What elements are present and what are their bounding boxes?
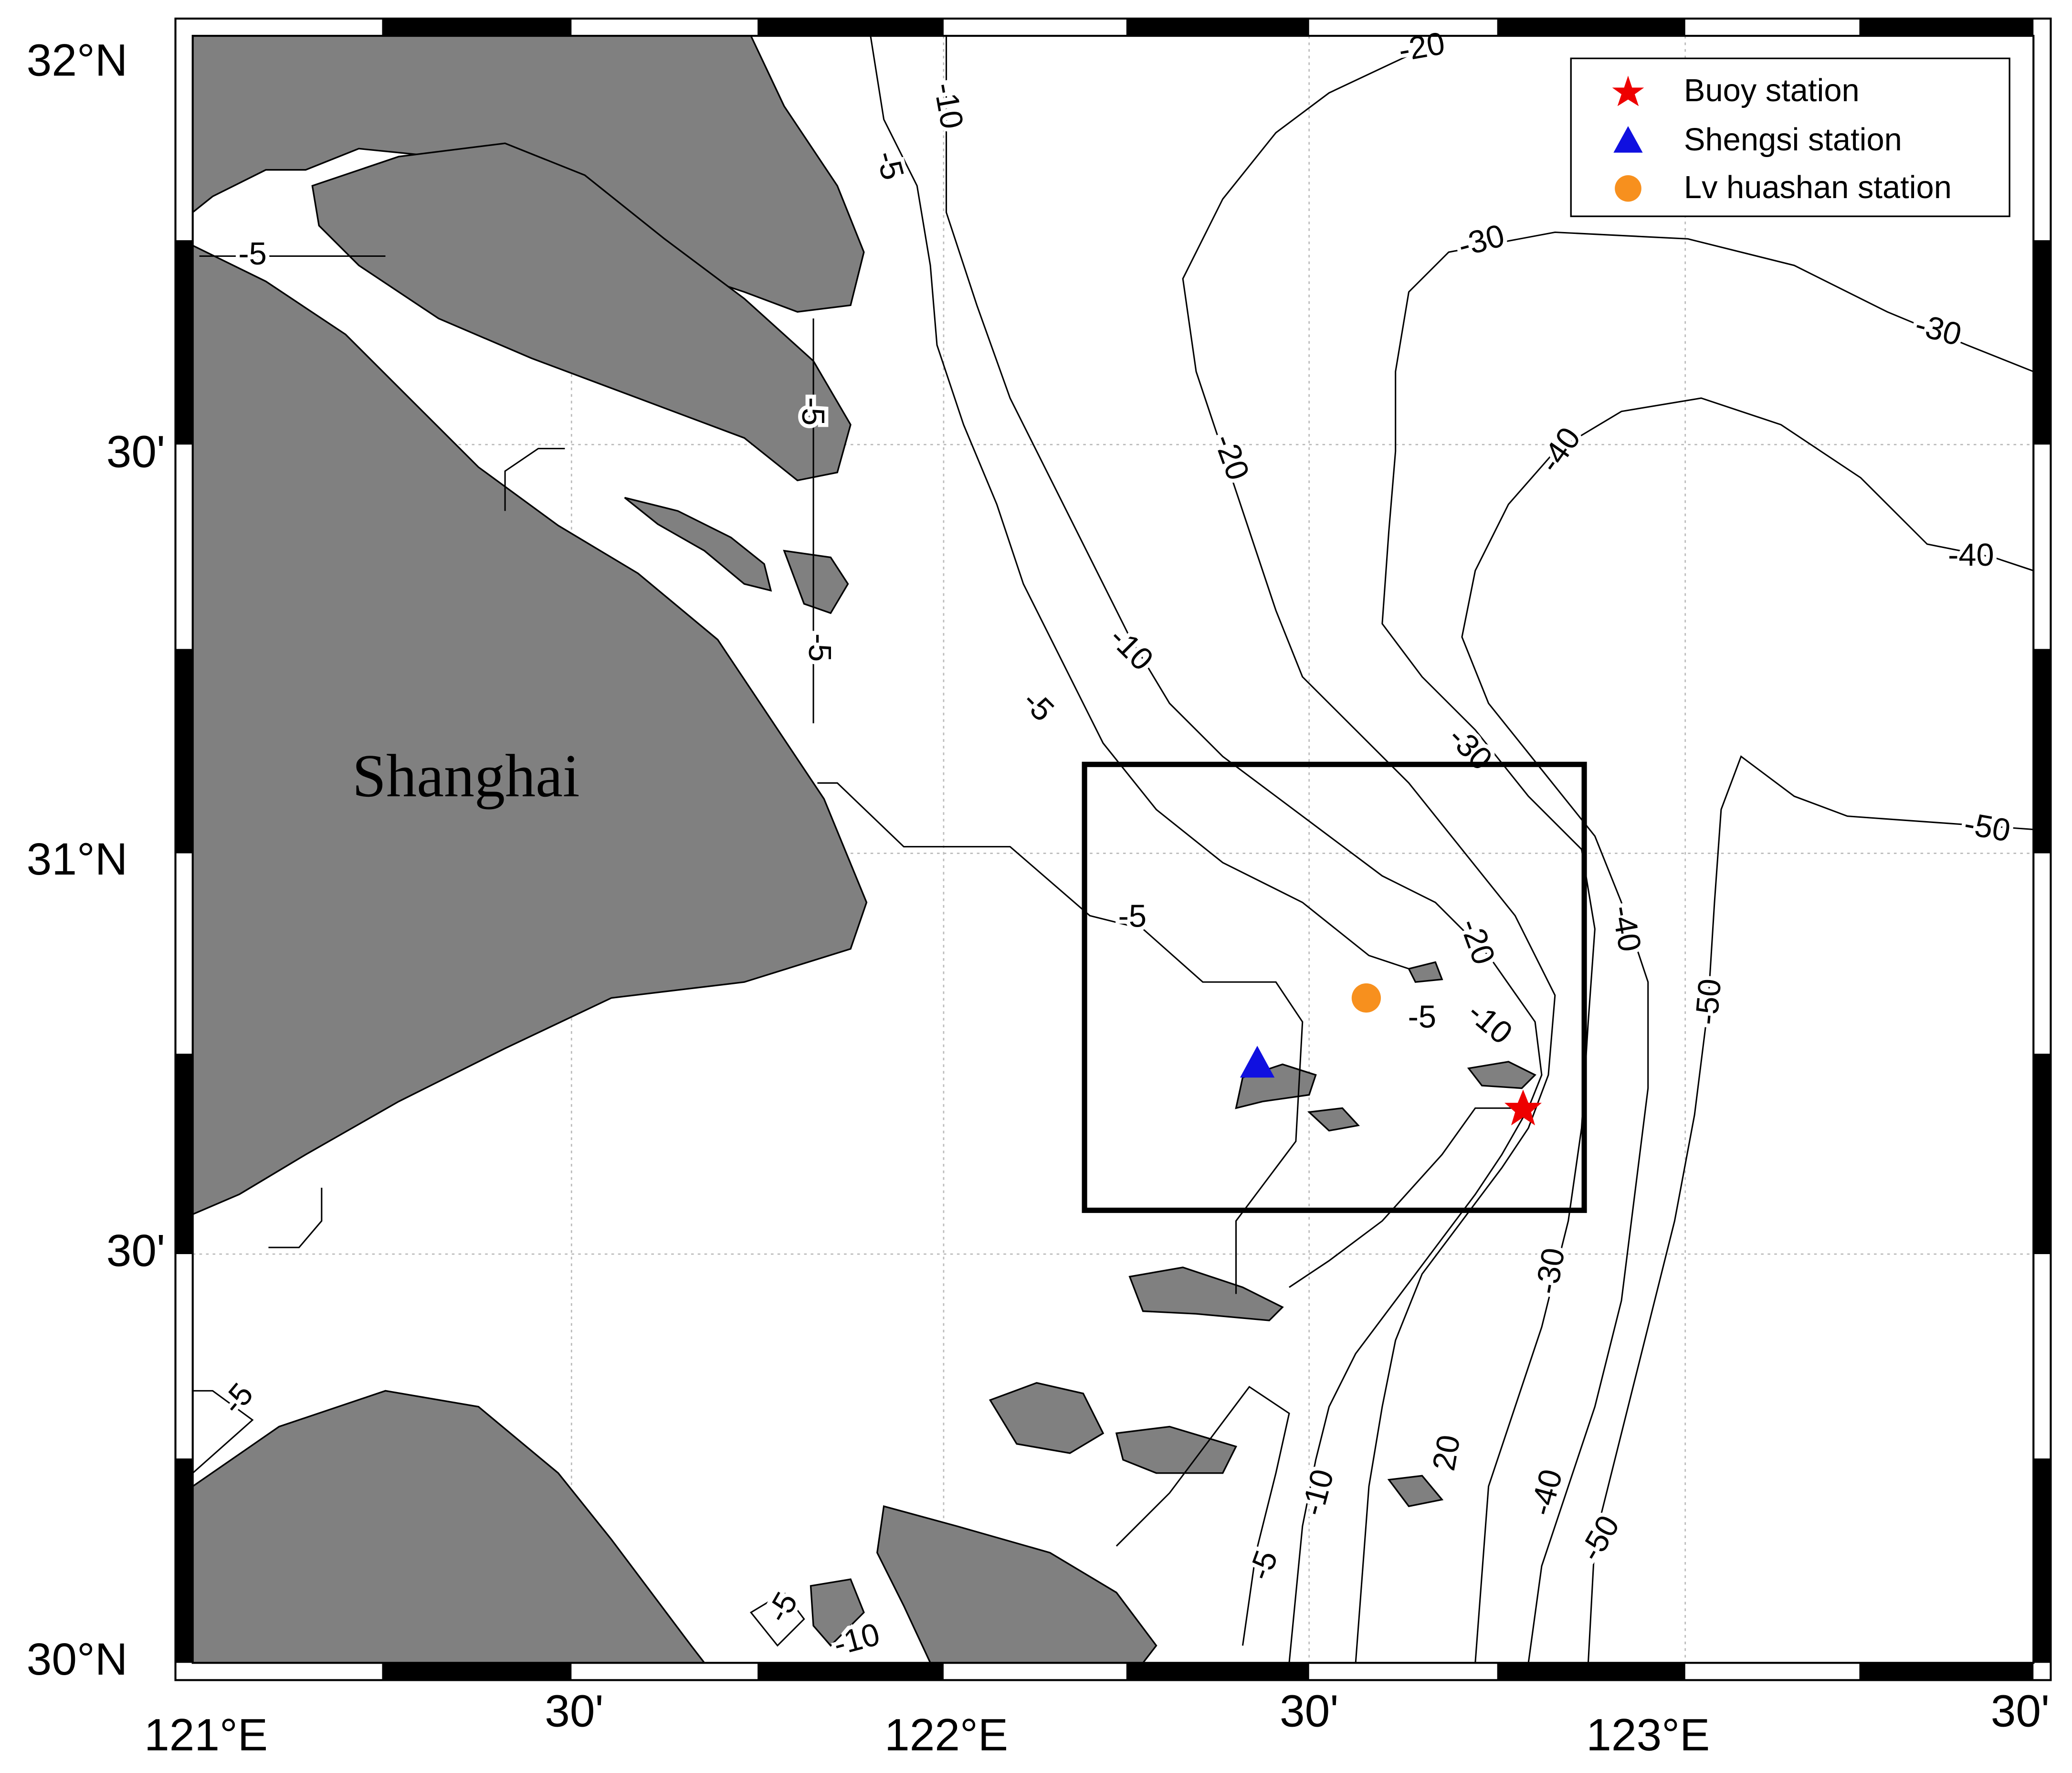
island <box>1115 1425 1237 1474</box>
frame-segment <box>382 1663 572 1680</box>
study-area-box <box>1082 761 1587 1213</box>
island <box>783 549 849 614</box>
contours <box>192 35 2034 1663</box>
frame-segment <box>175 240 193 445</box>
contour-line <box>870 35 1409 970</box>
contour-line <box>817 782 1304 1294</box>
chongming-island <box>311 142 852 482</box>
frame-segment <box>2033 1054 2051 1255</box>
contour-label: -5 <box>1408 1000 1436 1035</box>
island <box>989 1382 1104 1454</box>
frame-segment <box>175 1054 193 1255</box>
contour-line <box>504 448 565 511</box>
contour-label: -5 <box>1118 898 1146 934</box>
island <box>1128 1266 1284 1321</box>
legend-label: Lv huashan station <box>1684 170 1952 205</box>
contour-line <box>268 1188 323 1248</box>
shengsi-station-marker <box>1240 1045 1275 1078</box>
contour-line <box>1461 397 2034 1663</box>
lon-label: 30' <box>545 1686 603 1737</box>
lv-huashan-station-marker <box>1351 983 1381 1013</box>
contour-label: -40 <box>1948 538 1994 573</box>
frame-segment <box>1497 18 1685 36</box>
lon-label: 30' <box>1280 1686 1338 1737</box>
lon-label: 121°E <box>144 1710 268 1761</box>
contour-label: 20 <box>1426 1432 1467 1473</box>
frame-segment <box>757 1663 944 1680</box>
frame-segment <box>1497 1663 1685 1680</box>
frame-segment <box>1859 18 2034 36</box>
frame-segment <box>175 1458 193 1663</box>
island <box>810 1578 865 1647</box>
legend-label: Buoy station <box>1684 73 1860 108</box>
island <box>1408 961 1443 983</box>
legend: Buoy station Shengsi station Lv huashan … <box>1570 57 2010 217</box>
lon-label: 122°E <box>884 1710 1008 1761</box>
contour-line <box>1289 1107 1524 1288</box>
land <box>192 35 1536 1664</box>
contour-line <box>946 36 1543 1663</box>
contour-line <box>1115 1385 1290 1646</box>
frame-segment <box>175 649 193 854</box>
contour-label: -5 <box>238 236 266 272</box>
legend-marker <box>1612 75 1644 106</box>
lat-label: 32°N <box>27 35 128 85</box>
frame-segment <box>2033 649 2051 854</box>
frame <box>174 17 2052 1681</box>
contour-line <box>1381 231 2034 1663</box>
frame-segment <box>2033 240 2051 445</box>
contour-line <box>192 1390 254 1474</box>
frame-segment <box>382 18 572 36</box>
contour-label: -5 <box>795 397 831 425</box>
contour-label: -50 <box>1689 977 1728 1026</box>
island <box>1307 1107 1360 1132</box>
buoy-station-marker <box>1504 1089 1542 1126</box>
frame-segment <box>1126 18 1309 36</box>
island <box>1387 1475 1444 1508</box>
lat-label: 30' <box>106 427 165 477</box>
place-label: Shanghai <box>352 742 580 810</box>
lon-label: 30' <box>1991 1686 2050 1737</box>
island <box>624 496 772 592</box>
island <box>1467 1061 1536 1089</box>
lon-label: 123°E <box>1586 1710 1710 1761</box>
lat-label: 31°N <box>27 834 128 885</box>
shanghai-mainland <box>192 244 868 1216</box>
island <box>876 1505 1157 1664</box>
contour-line <box>1182 48 1556 1663</box>
legend-marker <box>1613 126 1643 153</box>
legend-marker <box>1615 175 1641 202</box>
frame-segment <box>757 18 944 36</box>
lat-label: 30°N <box>27 1634 128 1685</box>
tick-labels: 32°N 30' 31°N 30' 30°N 121°E 30' 122°E 30' 123°E 3… <box>27 35 2050 1760</box>
frame-segment <box>1126 1663 1309 1680</box>
frame-segment <box>1859 1663 2034 1680</box>
contour-label: -5 <box>802 633 837 662</box>
legend-box <box>1570 57 2010 217</box>
lat-label: 30' <box>106 1225 165 1276</box>
contour-labels: -20-10-5-5-5-5-20-30-30-40-40-10-5-30-50… <box>211 21 2017 1667</box>
legend-label: Shengsi station <box>1684 122 1902 158</box>
frame-segment <box>2033 1458 2051 1663</box>
contour-line <box>1587 755 2034 1663</box>
contour-line <box>749 1591 805 1647</box>
